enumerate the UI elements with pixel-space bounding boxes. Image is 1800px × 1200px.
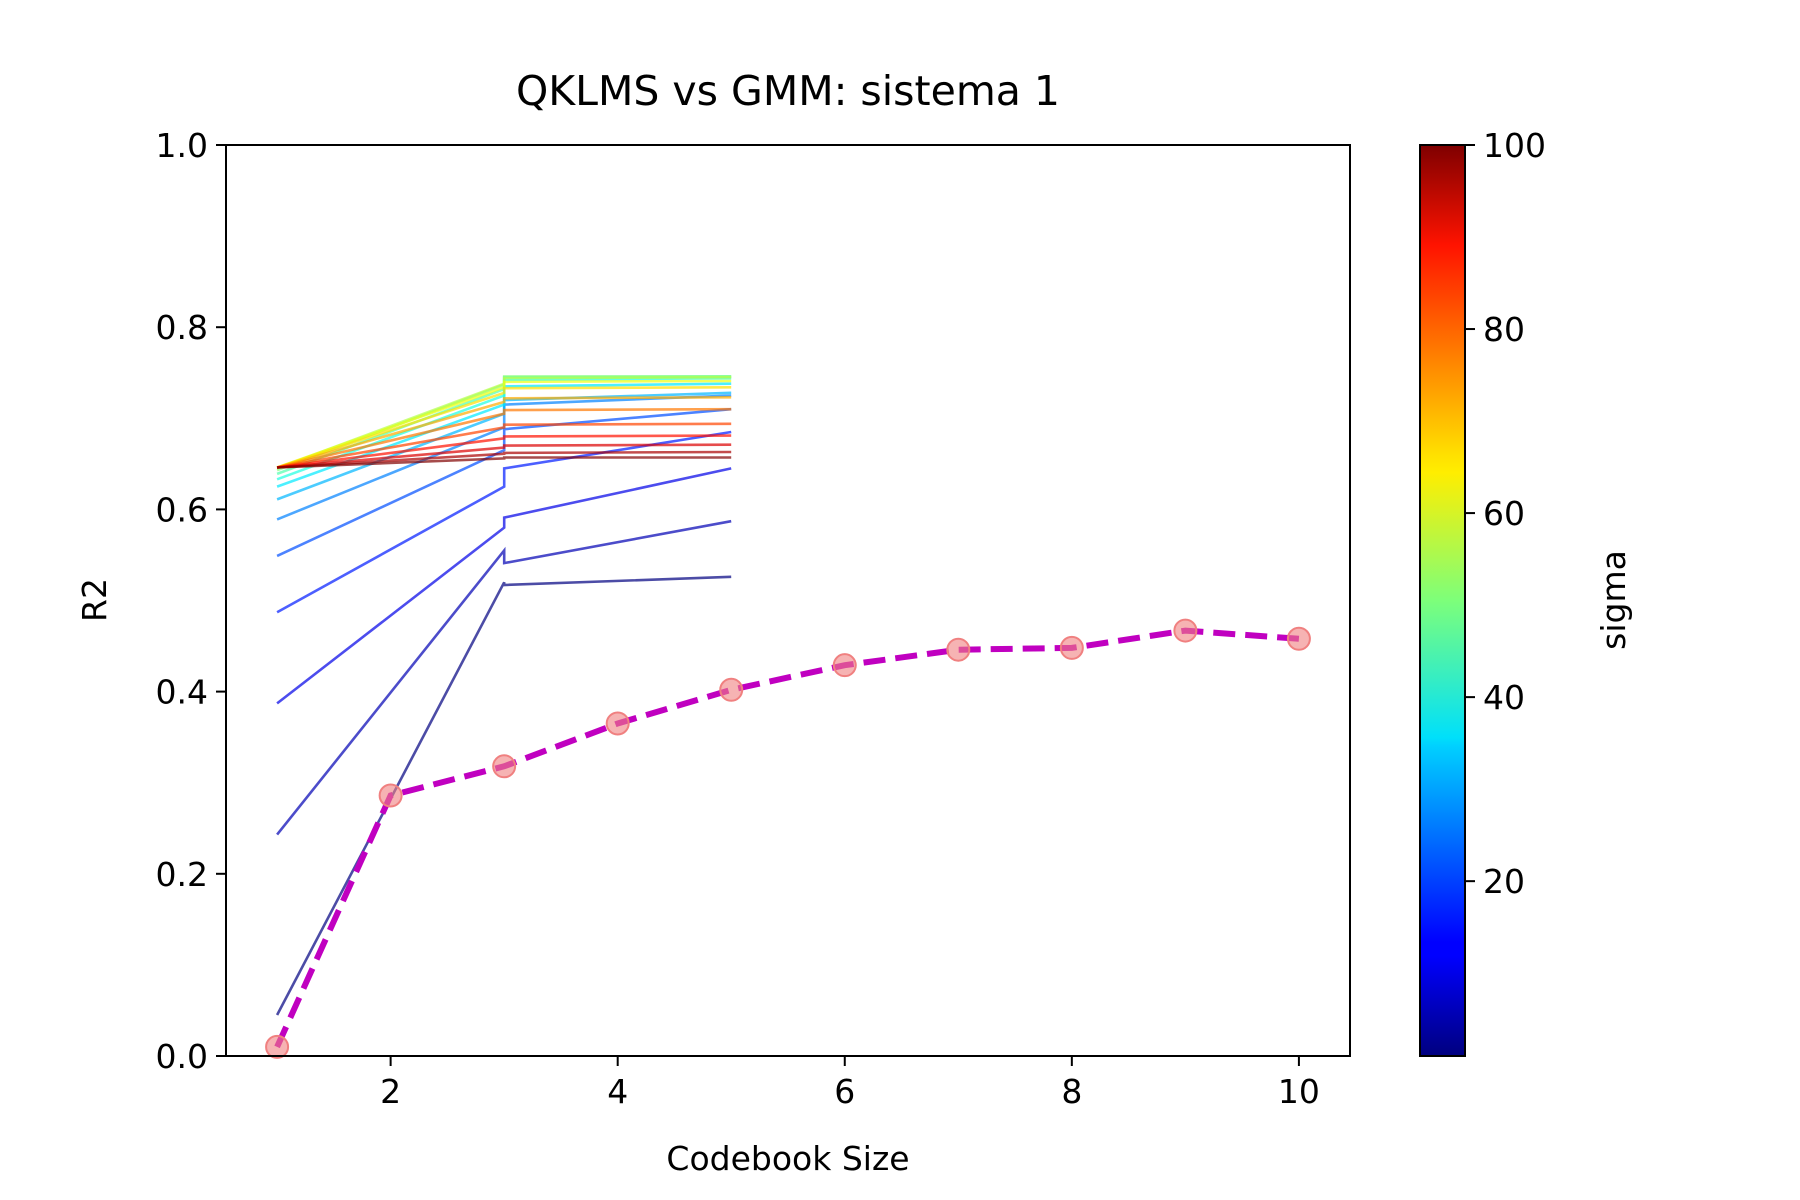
plot-area xyxy=(265,375,1311,1059)
gmm-point xyxy=(1286,626,1311,651)
qklms-line-sigma-21 xyxy=(276,407,732,558)
qklms-line-sigma-71 xyxy=(276,396,732,469)
y-tick-label: 0.4 xyxy=(156,673,208,712)
qklms-line-sigma-76 xyxy=(276,407,732,469)
colorbar-tick-label: 40 xyxy=(1483,678,1525,717)
y-tick-label: 0.0 xyxy=(156,1037,208,1076)
qklms-line-sigma-91 xyxy=(276,443,732,469)
y-axis: 0.0 0.2 0.4 0.6 0.8 1.0 xyxy=(156,126,226,1076)
qklms-line-sigma-11 xyxy=(276,467,732,705)
gmm-point xyxy=(1059,635,1084,660)
qklms-line-sigma-96 xyxy=(277,450,732,469)
qklms-line-sigma-100 xyxy=(277,456,732,469)
gmm-point xyxy=(1173,618,1198,643)
colorbar-label: sigma xyxy=(1594,550,1633,650)
x-tick-label: 6 xyxy=(834,1072,855,1111)
gmm-point xyxy=(605,711,630,736)
qklms-line-sigma-61 xyxy=(276,379,732,469)
gmm-point xyxy=(378,783,403,808)
gmm-line xyxy=(274,627,1300,1049)
colorbar-tick-label: 20 xyxy=(1483,862,1525,901)
colorbar-tick-label: 100 xyxy=(1483,126,1546,165)
x-tick-label: 8 xyxy=(1061,1072,1082,1111)
colorbar: 20 40 60 80 100 sigma xyxy=(1419,126,1633,1057)
qklms-line-sigma-16 xyxy=(276,430,732,614)
qklms-line-sigma-6 xyxy=(276,519,732,836)
colorbar-tick-label: 60 xyxy=(1483,494,1525,533)
qklms-line-sigma-26 xyxy=(276,394,732,521)
x-tick-label: 10 xyxy=(1278,1072,1320,1111)
y-tick-label: 1.0 xyxy=(156,126,208,165)
gmm-point xyxy=(265,1034,290,1059)
qklms-line-sigma-81 xyxy=(276,422,732,469)
y-tick-label: 0.8 xyxy=(156,308,208,347)
plot-frame xyxy=(225,144,1351,1057)
x-axis: 2 4 6 8 10 xyxy=(380,1056,1320,1111)
gmm-point xyxy=(492,754,517,779)
qklms-line-sigma-1 xyxy=(275,575,732,1016)
gmm-point xyxy=(832,653,857,678)
y-axis-label: R2 xyxy=(75,578,114,622)
x-axis-label: Codebook Size xyxy=(666,1139,909,1178)
x-tick-label: 4 xyxy=(607,1072,628,1111)
gmm-point xyxy=(946,637,971,662)
colorbar-tick-label: 80 xyxy=(1483,310,1525,349)
x-tick-label: 2 xyxy=(380,1072,401,1111)
chart-title: QKLMS vs GMM: sistema 1 xyxy=(516,67,1060,115)
gmm-point xyxy=(719,677,744,702)
colorbar-gradient xyxy=(1419,144,1466,1057)
qklms-line-sigma-86 xyxy=(276,434,732,469)
colorbar-ticks: 20 40 60 80 100 xyxy=(1465,126,1546,901)
qklms-line-sigma-66 xyxy=(276,385,732,469)
y-tick-label: 0.2 xyxy=(156,855,208,894)
y-tick-label: 0.6 xyxy=(156,490,208,529)
